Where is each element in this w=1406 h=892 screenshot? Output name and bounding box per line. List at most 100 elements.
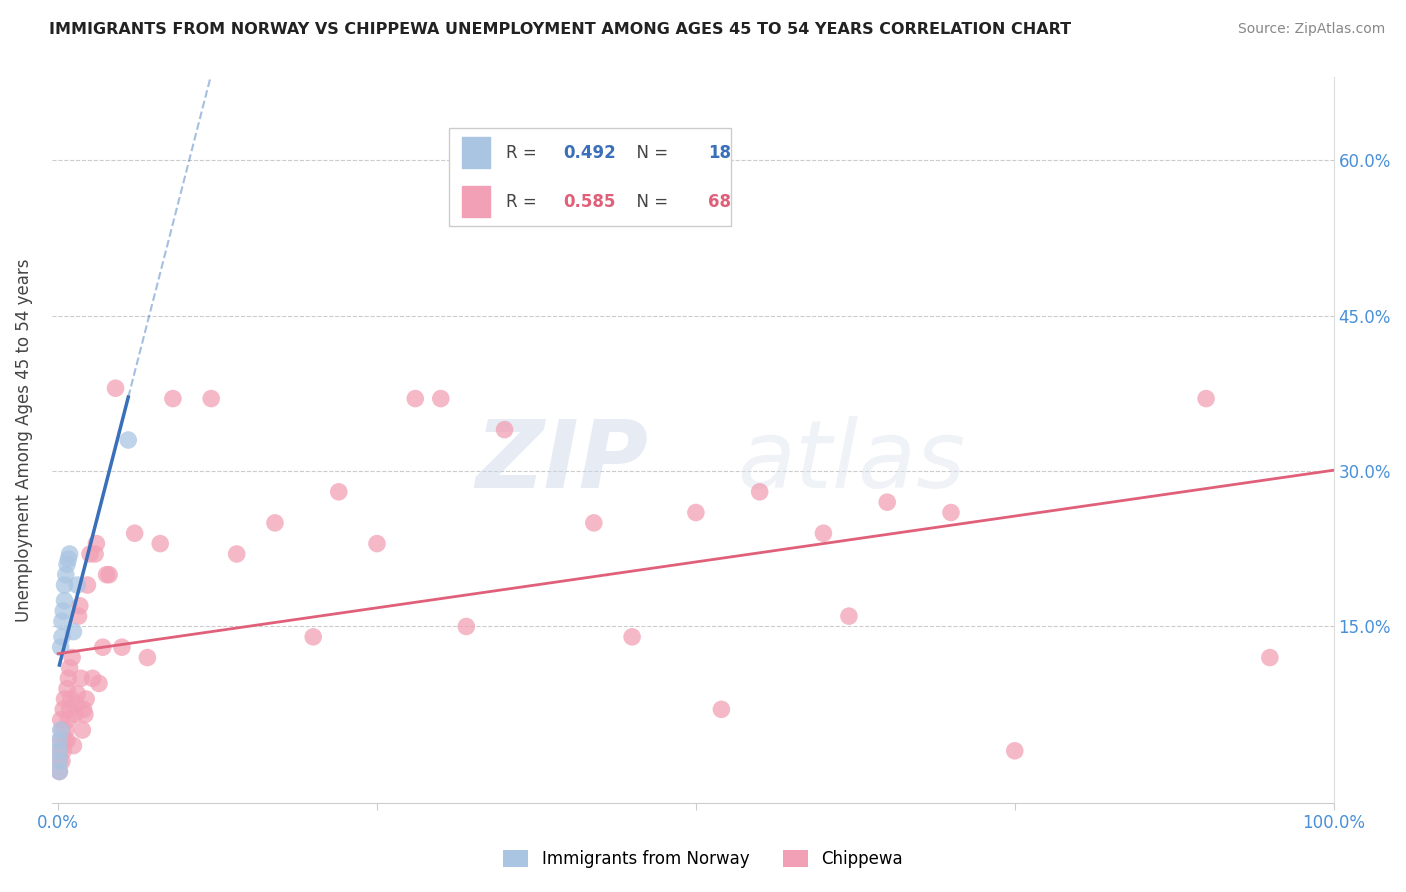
Point [55, 567, 77, 582]
Point [98, 567, 121, 582]
Point [53, 733, 76, 747]
Point [53, 578, 76, 592]
Text: 0.492: 0.492 [564, 144, 616, 161]
Point [58, 552, 80, 566]
Point [59, 661, 82, 675]
Point [225, 547, 247, 561]
Point [124, 526, 146, 541]
Point [302, 630, 325, 644]
Point [48, 733, 70, 747]
Point [1195, 392, 1218, 406]
Text: 18: 18 [709, 144, 731, 161]
Point [328, 484, 350, 499]
Point [264, 516, 287, 530]
Point [429, 392, 451, 406]
Point [84, 547, 107, 561]
Point [60, 650, 83, 665]
Bar [463, 137, 491, 168]
Point [48, 754, 70, 768]
Point [49, 640, 72, 655]
Point [136, 650, 159, 665]
Point [66, 687, 89, 701]
Point [66, 578, 89, 592]
Point [51, 723, 73, 737]
Point [366, 536, 388, 550]
Point [52, 702, 75, 716]
Point [67, 609, 90, 624]
Point [62, 739, 84, 753]
Point [456, 619, 478, 633]
Point [876, 495, 898, 509]
Point [51, 754, 73, 768]
Point [813, 526, 835, 541]
Point [75, 692, 97, 706]
Point [49, 723, 72, 737]
Point [52, 744, 75, 758]
Text: N =: N = [626, 144, 673, 161]
Text: Source: ZipAtlas.com: Source: ZipAtlas.com [1237, 22, 1385, 37]
Point [63, 707, 86, 722]
Point [87, 676, 110, 690]
Point [51, 630, 73, 644]
Text: ZIP: ZIP [475, 416, 648, 508]
Point [117, 433, 139, 447]
Text: N =: N = [626, 193, 673, 211]
Point [111, 640, 134, 655]
Point [58, 671, 80, 685]
Text: 0.585: 0.585 [564, 193, 616, 211]
Point [55, 723, 77, 737]
Point [96, 567, 118, 582]
Point [149, 536, 172, 550]
Point [53, 593, 76, 607]
Point [162, 392, 184, 406]
Point [70, 671, 93, 685]
Point [59, 547, 82, 561]
Point [685, 506, 707, 520]
Point [73, 707, 96, 722]
Point [200, 392, 222, 406]
Text: IMMIGRANTS FROM NORWAY VS CHIPPEWA UNEMPLOYMENT AMONG AGES 45 TO 54 YEARS CORREL: IMMIGRANTS FROM NORWAY VS CHIPPEWA UNEMP… [49, 22, 1071, 37]
Point [79, 547, 101, 561]
Point [56, 681, 79, 696]
Point [91, 640, 114, 655]
Point [1004, 744, 1026, 758]
Point [59, 692, 82, 706]
Point [86, 536, 108, 550]
Point [69, 599, 91, 613]
Point [52, 604, 75, 618]
FancyBboxPatch shape [449, 128, 731, 226]
Point [49, 713, 72, 727]
Point [104, 381, 127, 395]
Point [72, 702, 94, 716]
Point [582, 516, 605, 530]
Point [494, 423, 516, 437]
Text: R =: R = [506, 144, 541, 161]
Text: R =: R = [506, 193, 541, 211]
Point [59, 702, 82, 716]
Text: 68: 68 [709, 193, 731, 211]
Point [48, 764, 70, 779]
Point [65, 697, 87, 711]
Point [404, 392, 426, 406]
Bar [463, 186, 491, 217]
Point [710, 702, 733, 716]
Point [51, 615, 73, 629]
Text: atlas: atlas [738, 417, 966, 508]
Point [748, 484, 770, 499]
Point [48, 754, 70, 768]
Legend: Immigrants from Norway, Chippewa: Immigrants from Norway, Chippewa [496, 843, 910, 875]
Point [62, 624, 84, 639]
Point [838, 609, 860, 624]
Point [56, 733, 79, 747]
Point [939, 506, 962, 520]
Point [82, 671, 104, 685]
Point [53, 692, 76, 706]
Point [72, 723, 94, 737]
Point [48, 744, 70, 758]
Point [56, 558, 79, 572]
Point [49, 733, 72, 747]
Point [48, 764, 70, 779]
Point [1258, 650, 1281, 665]
Point [76, 578, 98, 592]
Point [48, 744, 70, 758]
